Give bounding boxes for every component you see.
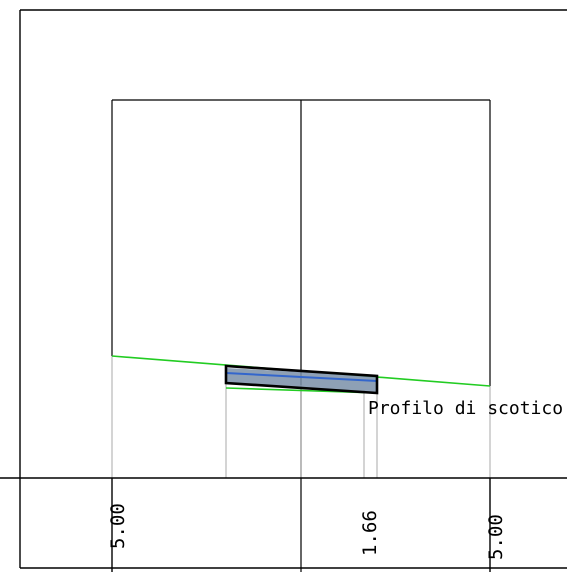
dimension-label-mid: 1.66: [359, 510, 381, 556]
dimension-label-left: 5.00: [107, 503, 129, 549]
guide-lines: [111, 356, 491, 478]
section-annotation: Profilo di scotico: [368, 398, 563, 419]
section-blue-line: [225, 372, 378, 382]
dimension-label-right: 5.00: [485, 514, 507, 560]
section-outline: [224, 364, 379, 395]
stripping-section: [224, 364, 379, 395]
outer-frame: [19, 9, 567, 569]
dimension-ticks: [111, 478, 491, 572]
